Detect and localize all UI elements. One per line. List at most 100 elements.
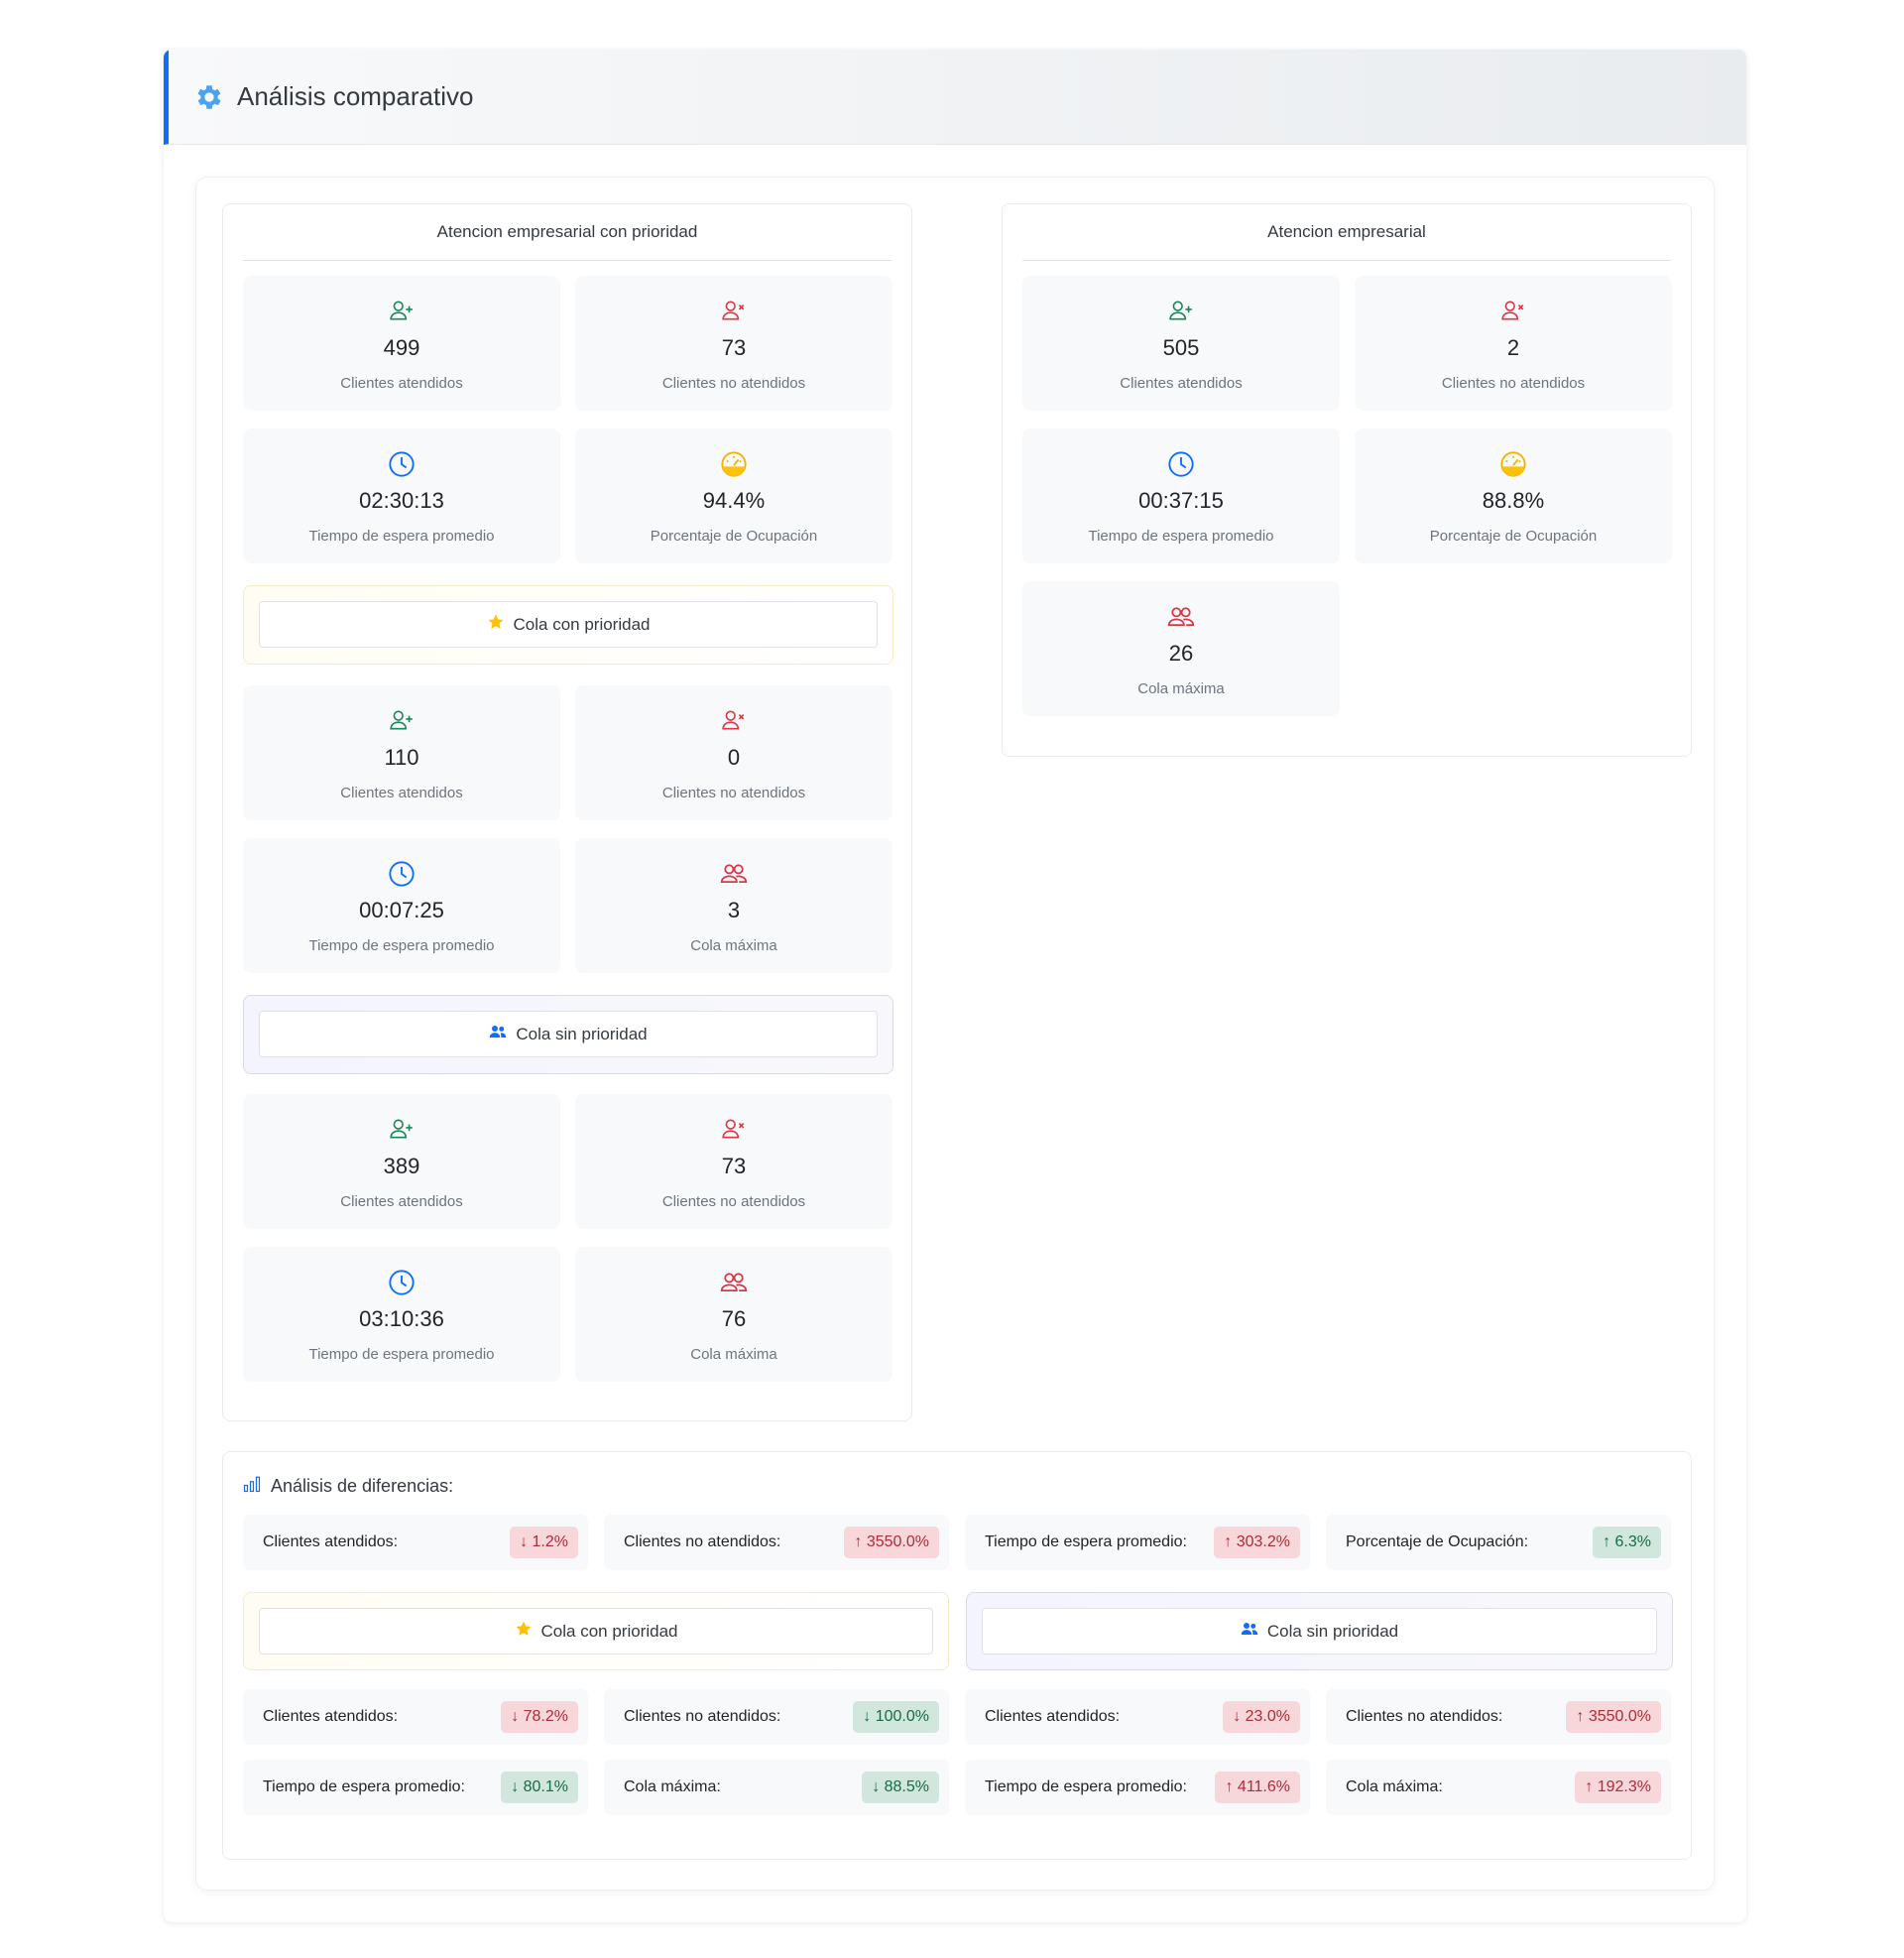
gear-icon [193, 81, 225, 113]
diff-badge: ↑ 303.2% [1214, 1527, 1300, 1558]
diff-label: Clientes no atendidos: [1346, 1708, 1503, 1725]
metric-card: 02:30:13 Tiempo de espera promedio [243, 428, 560, 563]
nopriority-queue-button[interactable]: Cola sin prioridad [982, 1608, 1657, 1654]
user-x-icon [575, 707, 892, 735]
priority-queue-button[interactable]: Cola con prioridad [259, 1608, 933, 1654]
diff-row: Porcentaje de Ocupación: ↑ 6.3% [1326, 1515, 1671, 1570]
metric-value: 499 [383, 335, 420, 360]
metric-value: 389 [383, 1154, 420, 1178]
diff-badge: ↓ 88.5% [862, 1772, 939, 1803]
panel-title: Atencion empresarial con prioridad [243, 204, 892, 261]
star-icon [487, 613, 505, 636]
panel-title: Atencion empresarial [1022, 204, 1671, 261]
metric-label: Porcentaje de Ocupación [1429, 528, 1598, 545]
metric-label: Tiempo de espera promedio [308, 937, 495, 954]
nopriority-queue-button[interactable]: Cola sin prioridad [259, 1011, 878, 1057]
metric-value: 26 [1168, 641, 1194, 666]
diff-badge: ↓ 1.2% [510, 1527, 578, 1558]
metric-card: 505 Clientes atendidos [1022, 276, 1340, 411]
diff-label: Clientes no atendidos: [624, 1708, 781, 1725]
star-icon [515, 1620, 533, 1643]
speedometer-icon [1355, 450, 1672, 478]
metric-value: 76 [721, 1306, 747, 1331]
diff-badge: ↓ 80.1% [501, 1772, 578, 1803]
diff-row: Clientes no atendidos: ↓ 100.0% [604, 1689, 949, 1745]
metric-value: 73 [721, 335, 747, 360]
user-plus-icon [243, 298, 560, 325]
diff-row: Tiempo de espera promedio: ↓ 80.1% [243, 1760, 588, 1815]
clock-icon [1022, 450, 1340, 478]
metric-card: 88.8% Porcentaje de Ocupación [1355, 428, 1672, 563]
diff-badge: ↓ 23.0% [1223, 1701, 1300, 1733]
diff-row: Cola máxima: ↑ 192.3% [1326, 1760, 1671, 1815]
diff-badge: ↑ 3550.0% [844, 1527, 939, 1558]
metric-value: 03:10:36 [359, 1306, 444, 1331]
metric-label: Clientes no atendidos [661, 1193, 806, 1210]
priority-queue-label: Cola con prioridad [540, 1621, 678, 1641]
metric-label: Tiempo de espera promedio [308, 1346, 495, 1363]
metric-label: Cola máxima [690, 937, 777, 954]
people-fill-icon [1241, 1620, 1258, 1643]
diff-label: Clientes no atendidos: [624, 1533, 781, 1550]
differences-title-text: Análisis de diferencias: [271, 1475, 454, 1496]
metric-value: 0 [727, 745, 741, 770]
priority-queue-section: Cola con prioridad [243, 585, 893, 665]
metric-card: 2 Clientes no atendidos [1355, 276, 1672, 411]
metric-card: 76 Cola máxima [575, 1247, 892, 1382]
metric-value: 00:37:15 [1138, 488, 1224, 513]
clock-icon [243, 860, 560, 888]
metric-label: Tiempo de espera promedio [1088, 528, 1274, 545]
nopriority-queue-label: Cola sin prioridad [1266, 1621, 1399, 1641]
metric-card: 00:07:25 Tiempo de espera promedio [243, 838, 560, 973]
diff-label: Porcentaje de Ocupación: [1346, 1533, 1529, 1550]
metric-card: 389 Clientes atendidos [243, 1094, 560, 1229]
metric-label: Clientes no atendidos [1441, 375, 1586, 392]
metric-card: 0 Clientes no atendidos [575, 685, 892, 820]
page-title: Análisis comparativo [237, 81, 474, 111]
metric-label: Clientes atendidos [340, 1193, 463, 1210]
people-icon [575, 860, 892, 888]
user-plus-icon [243, 707, 560, 735]
diff-row: Clientes atendidos: ↓ 78.2% [243, 1689, 588, 1745]
metric-value: 94.4% [702, 488, 766, 513]
speedometer-icon [575, 450, 892, 478]
diff-badge: ↓ 78.2% [501, 1701, 578, 1733]
comparative-analysis-card: Análisis comparativo Atencion empresaria… [164, 50, 1746, 1922]
metric-card: 03:10:36 Tiempo de espera promedio [243, 1247, 560, 1382]
card-header: Análisis comparativo [164, 50, 1746, 145]
diff-label: Clientes atendidos: [985, 1708, 1121, 1725]
differences-panel: Análisis de diferencias: Clientes atendi… [222, 1451, 1692, 1860]
people-icon [1022, 603, 1340, 631]
diff-badge: ↑ 3550.0% [1566, 1701, 1661, 1733]
people-fill-icon [489, 1023, 507, 1045]
metric-label: Tiempo de espera promedio [308, 528, 495, 545]
nopriority-queue-label: Cola sin prioridad [516, 1024, 648, 1043]
user-plus-icon [243, 1116, 560, 1144]
diff-row: Tiempo de espera promedio: ↑ 303.2% [965, 1515, 1310, 1570]
metric-card: 00:37:15 Tiempo de espera promedio [1022, 428, 1340, 563]
priority-queue-label: Cola con prioridad [513, 614, 651, 634]
diff-badge: ↑ 411.6% [1215, 1772, 1300, 1803]
metric-value: 505 [1162, 335, 1200, 360]
panel-priority-scenario: Atencion empresarial con prioridad 499 C… [222, 203, 912, 1421]
metric-label: Clientes atendidos [1120, 375, 1243, 392]
metric-value: 2 [1506, 335, 1520, 360]
diff-row: Clientes atendidos: ↓ 1.2% [243, 1515, 588, 1570]
metric-label: Porcentaje de Ocupación [650, 528, 818, 545]
diff-priority-section: Cola con prioridad [243, 1592, 949, 1670]
metric-label: Cola máxima [1137, 680, 1225, 697]
diff-row: Clientes no atendidos: ↑ 3550.0% [1326, 1689, 1671, 1745]
user-x-icon [575, 1116, 892, 1144]
diff-label: Cola máxima: [1346, 1778, 1443, 1795]
diff-row: Clientes no atendidos: ↑ 3550.0% [604, 1515, 949, 1570]
metric-card: 73 Clientes no atendidos [575, 276, 892, 411]
diff-label: Tiempo de espera promedio: [985, 1533, 1187, 1550]
metric-value: 02:30:13 [359, 488, 444, 513]
metric-card: 94.4% Porcentaje de Ocupación [575, 428, 892, 563]
metric-label: Cola máxima [690, 1346, 777, 1363]
diff-label: Cola máxima: [624, 1778, 721, 1795]
diff-row: Clientes atendidos: ↓ 23.0% [965, 1689, 1310, 1745]
metric-value: 88.8% [1482, 488, 1545, 513]
priority-queue-button[interactable]: Cola con prioridad [259, 601, 878, 648]
metric-label: Clientes atendidos [340, 375, 463, 392]
